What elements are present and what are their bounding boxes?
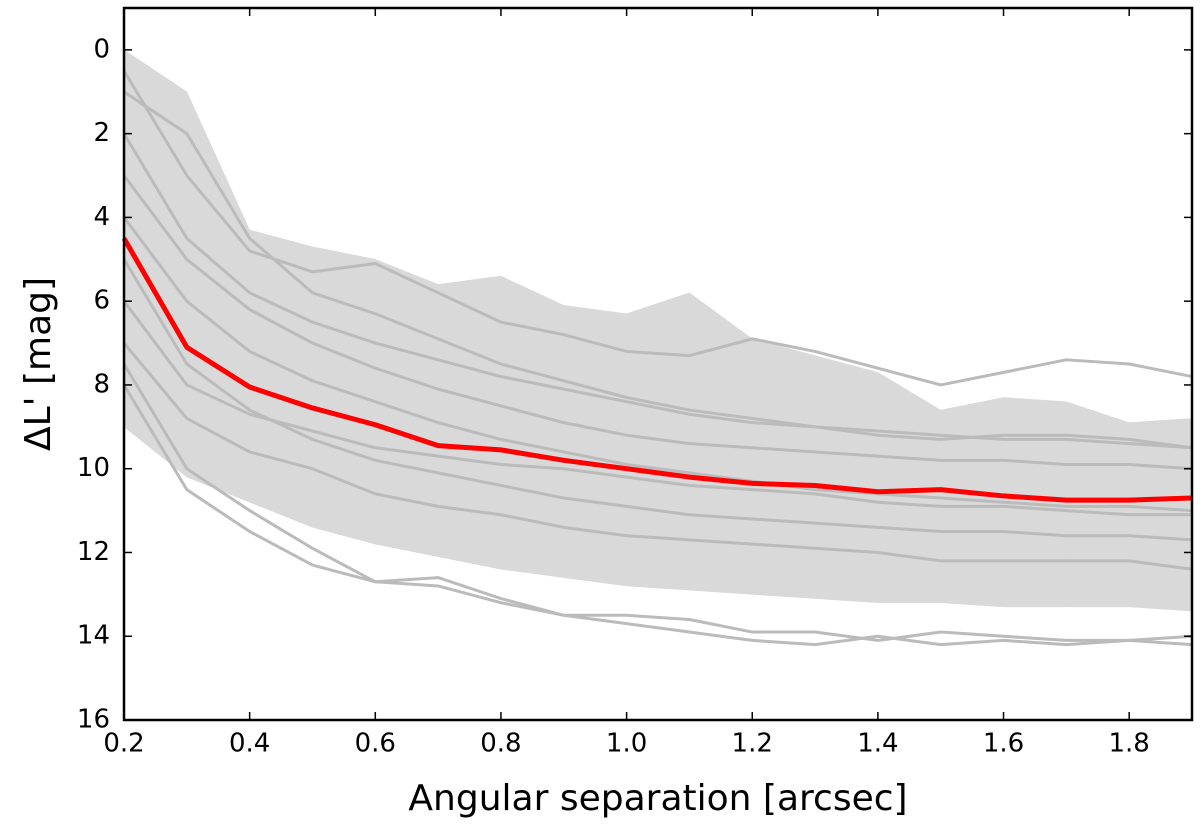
x-tick-label: 0.2: [103, 729, 144, 759]
y-tick-label: 6: [93, 286, 110, 316]
band-segment: [186, 91, 250, 503]
band-segment: [249, 229, 313, 528]
y-tick-label: 4: [93, 202, 110, 232]
plot-area: [121, 49, 1193, 647]
band-segment: [500, 275, 565, 578]
series-line: [122, 300, 1192, 517]
x-tick-label: 1.2: [732, 729, 773, 759]
series-line: [121, 237, 1193, 503]
axes-frame: [122, 6, 1194, 722]
y-tick-label: 2: [93, 118, 110, 148]
series-line: [123, 90, 1193, 450]
series-line: [122, 70, 1193, 387]
series-line: [122, 258, 1193, 542]
x-tick-label: 1.6: [983, 729, 1024, 759]
band-segment: [437, 275, 502, 570]
y-tick-label: 0: [93, 34, 110, 64]
y-tick-label: 14: [77, 621, 110, 651]
x-tick-label: 0.4: [229, 729, 270, 759]
y-tick-label: 8: [93, 369, 110, 399]
series-line: [122, 216, 1193, 513]
y-tick-label: 10: [77, 453, 110, 483]
y-axis-label: ΔL' [mag]: [18, 277, 59, 451]
x-tick-label: 1.0: [606, 729, 647, 759]
x-tick-label: 1.4: [857, 729, 898, 759]
band-segment: [814, 355, 879, 603]
series-line: [122, 363, 1193, 642]
band-segment: [375, 258, 439, 557]
x-axis-label: Angular separation [arcsec]: [408, 778, 907, 819]
band-segment: [751, 338, 816, 599]
series-line: [122, 132, 1193, 450]
x-tick-label: 0.8: [480, 729, 521, 759]
series-line: [122, 384, 1193, 647]
x-tick-label: 0.6: [355, 729, 396, 759]
y-tick-label: 16: [77, 705, 110, 735]
y-tick-label: 12: [77, 537, 110, 567]
band-segment: [1066, 401, 1130, 608]
x-tick-label: 1.8: [1108, 729, 1149, 759]
band-segment: [312, 246, 376, 545]
series-line: [122, 174, 1193, 471]
series-line: [122, 342, 1193, 571]
